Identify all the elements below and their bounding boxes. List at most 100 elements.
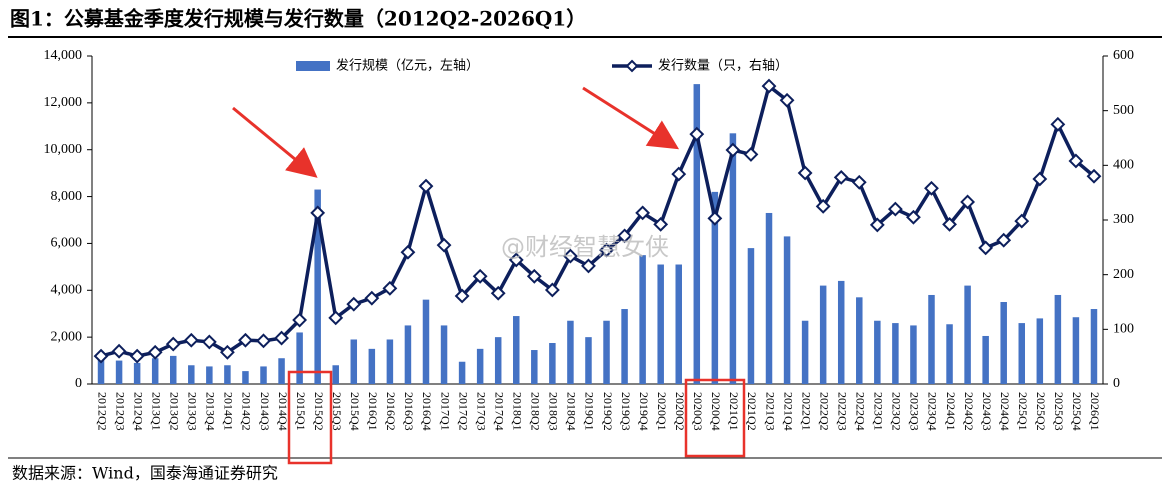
highlight-box [684, 378, 746, 458]
y2-tick-label: 300 [1113, 212, 1134, 227]
x-tick-label: 2020Q3 [691, 392, 705, 431]
line-marker [942, 216, 957, 232]
bar [928, 294, 935, 384]
line-marker [869, 217, 885, 233]
line-marker [978, 240, 994, 256]
bar [639, 255, 646, 384]
line-marker [346, 296, 362, 312]
x-tick-label: 2014Q3 [258, 392, 272, 431]
bar [386, 339, 394, 384]
bar [151, 358, 159, 384]
line-marker [111, 343, 127, 359]
bar [531, 350, 538, 384]
x-tick-label: 2025Q4 [1070, 392, 1084, 431]
x-tick-label: 2013Q1 [149, 392, 163, 431]
x-tick-label: 2021Q1 [727, 392, 741, 431]
y-tick-label: 8,000 [51, 189, 83, 204]
bar [476, 348, 484, 384]
bar [296, 332, 303, 384]
y2-tick-label: 0 [1113, 376, 1120, 391]
x-tick-label: 2020Q4 [709, 392, 723, 431]
line-marker [1014, 213, 1030, 229]
line-marker [1068, 153, 1084, 169]
y-tick-label: 2,000 [51, 329, 83, 344]
y-tick-label: 12,000 [44, 95, 83, 110]
x-tick-label: 2016Q1 [366, 392, 380, 431]
x-tick-label: 2024Q4 [998, 392, 1012, 431]
x-tick-label: 2024Q1 [944, 392, 958, 431]
line-marker [310, 205, 326, 221]
x-tick-label: 2023Q3 [908, 392, 922, 431]
line-marker [653, 216, 669, 232]
bar [621, 309, 628, 384]
bar [332, 365, 339, 384]
line-marker [635, 205, 651, 221]
line-marker [725, 142, 741, 158]
line-marker [544, 282, 560, 298]
x-tick-label: 2016Q4 [420, 392, 434, 431]
line-marker [563, 248, 578, 264]
bar [260, 366, 267, 384]
y2-tick-label: 100 [1113, 322, 1134, 337]
bar [1090, 309, 1098, 384]
bar [783, 236, 791, 384]
bar [982, 335, 989, 384]
bar [657, 264, 664, 384]
x-tick-label: 2013Q4 [204, 392, 218, 431]
x-tick-label: 2022Q4 [854, 392, 868, 431]
line-marker [238, 332, 253, 348]
line-marker [472, 268, 488, 284]
bar [1018, 323, 1026, 384]
line-marker [761, 78, 777, 94]
x-tick-label: 2017Q3 [474, 392, 488, 431]
line-marker [328, 310, 344, 326]
line [100, 83, 1096, 358]
bar [350, 339, 358, 384]
line-marker [1050, 116, 1066, 132]
line-marker [906, 209, 921, 225]
legend-swatch [625, 59, 639, 73]
x-tick-label: 2026Q1 [1088, 392, 1102, 431]
bar [513, 316, 520, 384]
y-tick-label: 4,000 [51, 283, 83, 298]
bar [549, 343, 556, 384]
x-tick-label: 2015Q1 [294, 392, 308, 431]
bar [711, 191, 719, 384]
bar [206, 366, 213, 384]
legend-label: 发行数量（只，右轴） [658, 58, 788, 74]
line-marker [292, 312, 308, 328]
bar [837, 280, 845, 384]
y2-tick-label: 200 [1113, 267, 1134, 282]
line-marker [996, 232, 1012, 248]
line-marker [93, 348, 109, 364]
line-marker [581, 258, 596, 274]
line-marker [490, 285, 506, 301]
line-marker [436, 237, 452, 253]
bar [368, 348, 376, 384]
x-tick-label: 2021Q3 [763, 392, 777, 431]
bar [1000, 302, 1007, 384]
line-marker [815, 198, 831, 214]
bar [964, 285, 971, 384]
x-tick-label: 2012Q4 [131, 392, 145, 431]
x-tick-label: 2022Q3 [835, 392, 849, 431]
x-tick-label: 2017Q4 [492, 392, 506, 431]
watermark: @财经智慧女侠 [501, 233, 669, 261]
x-tick-label: 2019Q1 [583, 392, 597, 431]
x-tick-label: 2018Q2 [529, 392, 543, 431]
bar [115, 360, 123, 384]
x-tick-label: 2023Q4 [926, 392, 940, 431]
x-tick-label: 2014Q1 [222, 392, 236, 431]
bar [242, 371, 249, 384]
line-marker [599, 242, 614, 258]
line-marker [671, 166, 687, 182]
legend-label: 发行规模（亿元，左轴） [336, 58, 479, 74]
line-marker [779, 92, 795, 108]
line-marker [418, 178, 434, 194]
bar [97, 357, 105, 384]
line-marker [689, 126, 705, 142]
line-marker [526, 268, 542, 284]
bar [801, 320, 809, 384]
y-tick-label: 6,000 [51, 236, 83, 251]
